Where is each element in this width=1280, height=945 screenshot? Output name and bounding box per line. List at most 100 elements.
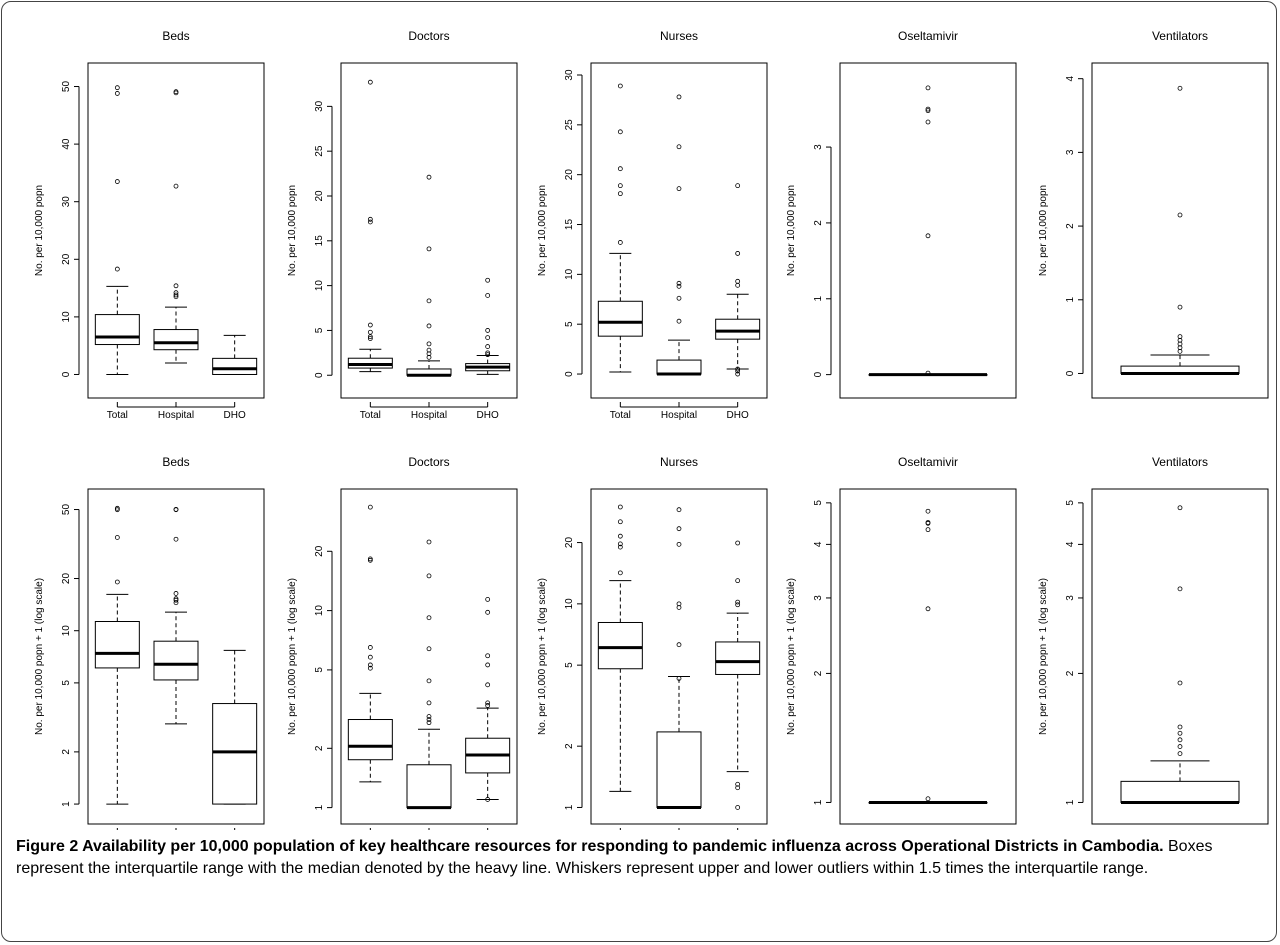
outlier-point bbox=[173, 292, 179, 298]
y-tick-label: 3 bbox=[1065, 149, 1076, 155]
outlier-point bbox=[114, 91, 120, 96]
y-axis-label: No. per 10,000 popn bbox=[537, 185, 548, 276]
outlier-point bbox=[426, 700, 432, 706]
outlier-point bbox=[485, 277, 491, 283]
outlier-point bbox=[367, 216, 373, 222]
outlier-point bbox=[676, 295, 682, 301]
y-tick-label: 0 bbox=[564, 371, 575, 377]
outlier-point bbox=[426, 174, 432, 180]
outlier-point bbox=[676, 642, 682, 648]
iqr-box bbox=[406, 764, 452, 809]
x-tick-label: Hospital bbox=[411, 410, 447, 421]
outlier-point bbox=[1177, 304, 1183, 310]
outlier-point bbox=[173, 596, 179, 602]
y-tick-label: 1 bbox=[314, 804, 325, 810]
plot-frame bbox=[87, 62, 265, 399]
y-tick-label: 5 bbox=[314, 667, 325, 673]
y-axis-label: No. per 10,000 popn bbox=[1038, 185, 1049, 276]
outlier-point bbox=[426, 720, 432, 726]
y-tick-label: 20 bbox=[61, 573, 72, 585]
y-tick-label: 5 bbox=[564, 662, 575, 668]
x-tick-label: Total bbox=[107, 410, 128, 421]
y-tick-label: 1 bbox=[813, 799, 824, 805]
outlier-point bbox=[617, 166, 623, 172]
outlier-point bbox=[735, 781, 741, 787]
x-tick-label: DHO bbox=[727, 410, 749, 421]
y-tick-label: 1 bbox=[61, 801, 72, 807]
outlier-point bbox=[367, 556, 373, 562]
outlier-point bbox=[735, 366, 741, 372]
y-tick-label: 30 bbox=[564, 69, 575, 81]
outlier-point bbox=[485, 328, 491, 333]
outlier-point bbox=[114, 579, 120, 585]
y-tick-label: 10 bbox=[564, 268, 575, 280]
outlier-point bbox=[676, 144, 682, 150]
outlier-point bbox=[925, 233, 931, 239]
outlier-point bbox=[676, 541, 682, 547]
outlier-point bbox=[367, 662, 373, 668]
outlier-point bbox=[485, 609, 491, 615]
panel-ventilators-log: Ventilators 1 2 3 4 5 No. per 10,000 popn + 1 … bbox=[1038, 455, 1269, 825]
y-tick-label: 0 bbox=[1065, 370, 1076, 376]
panel-title: Oseltamivir bbox=[898, 455, 958, 469]
outlier-point bbox=[485, 335, 491, 341]
outlier-point bbox=[676, 526, 682, 532]
outlier-point bbox=[367, 645, 373, 650]
x-tick-label: DHO bbox=[224, 410, 246, 421]
y-tick-label: 0 bbox=[813, 371, 824, 377]
outlier-point bbox=[426, 298, 432, 304]
y-tick-label: 25 bbox=[564, 119, 575, 131]
y-tick-label: 0 bbox=[61, 371, 72, 377]
y-tick-label: 1 bbox=[813, 296, 824, 302]
y-tick-label: 40 bbox=[61, 138, 72, 150]
y-tick-label: 4 bbox=[1065, 75, 1076, 81]
outlier-point bbox=[173, 506, 179, 512]
iqr-box bbox=[94, 621, 140, 669]
y-tick-label: 2 bbox=[1065, 223, 1076, 229]
y-tick-label: 1 bbox=[1065, 799, 1076, 805]
outlier-point bbox=[173, 283, 179, 289]
panel-nurses-linear: Nurses 0 5 10 15 20 25 30 No. per 10,000 popn Tot… bbox=[537, 29, 768, 421]
y-tick-label: 20 bbox=[314, 545, 325, 557]
outlier-point bbox=[617, 519, 623, 525]
y-tick-label: 25 bbox=[314, 145, 325, 157]
outlier-point bbox=[367, 665, 373, 671]
outlier-point bbox=[735, 805, 741, 810]
outlier-point bbox=[173, 290, 179, 296]
y-tick-label: 15 bbox=[564, 219, 575, 231]
outlier-point bbox=[676, 94, 682, 100]
y-tick-label: 5 bbox=[564, 321, 575, 327]
outlier-point bbox=[485, 653, 491, 659]
panel-nurses-log: Nurses 1 2 5 10 20 No. per 10,000 popn + 1 (lo… bbox=[537, 455, 768, 830]
iqr-box bbox=[597, 621, 643, 670]
outlier-point bbox=[735, 599, 741, 605]
plot-frame bbox=[590, 62, 768, 399]
outlier-point bbox=[367, 557, 373, 563]
outlier-point bbox=[114, 266, 120, 272]
outlier-point bbox=[485, 344, 491, 349]
outlier-point bbox=[173, 591, 179, 596]
outlier-point bbox=[1177, 212, 1183, 218]
outlier-point bbox=[735, 368, 741, 374]
plot-frame bbox=[340, 488, 518, 825]
y-axis-label: No. per 10,000 popn + 1 (log scale) bbox=[786, 578, 797, 735]
outlier-point bbox=[1177, 737, 1183, 743]
x-tick-label: Hospital bbox=[158, 410, 194, 421]
iqr-box bbox=[212, 703, 258, 805]
outlier-point bbox=[735, 183, 741, 189]
outlier-point bbox=[617, 129, 623, 135]
y-tick-label: 30 bbox=[314, 100, 325, 112]
outlier-point bbox=[426, 573, 432, 579]
panel-oseltamivir-linear: Oseltamivir 0 1 2 3 No. per 10,000 popn bbox=[786, 29, 1017, 399]
outlier-point bbox=[617, 183, 623, 189]
y-tick-label: 5 bbox=[1065, 500, 1076, 506]
panel-title: Nurses bbox=[660, 455, 698, 469]
y-tick-label: 3 bbox=[813, 595, 824, 601]
iqr-box bbox=[656, 731, 702, 808]
outlier-point bbox=[735, 371, 741, 377]
outlier-point bbox=[617, 541, 623, 547]
plot-frame bbox=[340, 62, 518, 399]
outlier-point bbox=[367, 504, 373, 510]
y-tick-label: 2 bbox=[564, 743, 575, 749]
outlier-point bbox=[925, 508, 931, 514]
